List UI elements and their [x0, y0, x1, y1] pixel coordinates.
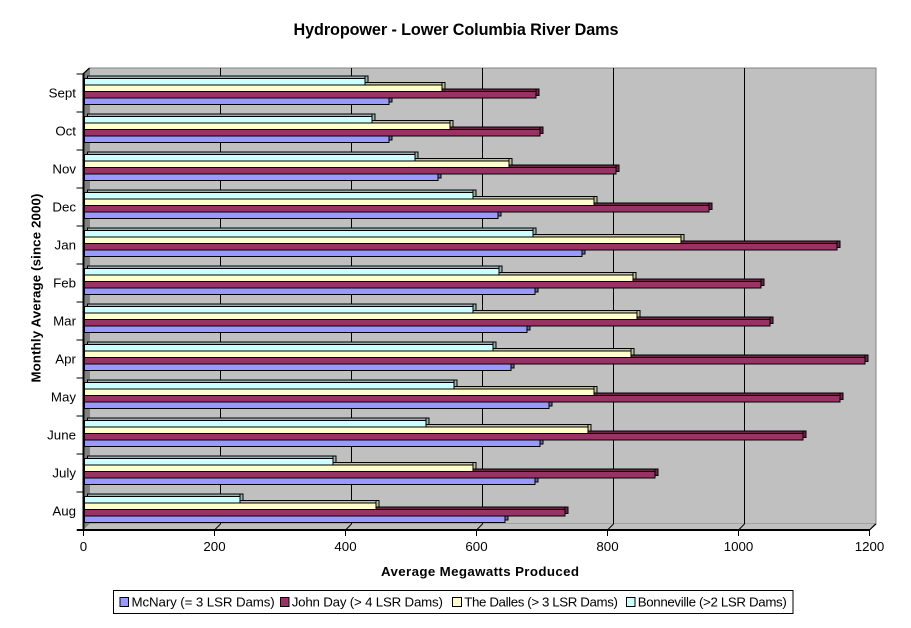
svg-text:600: 600 — [465, 539, 487, 554]
svg-text:Feb: Feb — [53, 276, 76, 291]
svg-text:Average Megawatts Produced: Average Megawatts Produced — [381, 564, 579, 579]
svg-text:McNary (= 3 LSR Dams): McNary (= 3 LSR Dams) — [132, 595, 275, 610]
svg-text:Nov: Nov — [52, 162, 76, 177]
svg-text:Monthly Average (since 2000): Monthly Average (since 2000) — [28, 194, 43, 383]
svg-text:John Day (> 4 LSR Dams): John Day (> 4 LSR Dams) — [292, 595, 443, 610]
svg-text:800: 800 — [596, 539, 618, 554]
svg-text:Dec: Dec — [52, 200, 76, 215]
svg-text:Jan: Jan — [55, 238, 76, 253]
svg-text:The Dalles (> 3 LSR Dams): The Dalles (> 3 LSR Dams) — [464, 595, 618, 610]
svg-text:Bonneville (>2 LSR Dams): Bonneville (>2 LSR Dams) — [638, 595, 787, 610]
svg-text:1200: 1200 — [855, 539, 885, 554]
svg-text:200: 200 — [203, 539, 225, 554]
svg-text:Sept: Sept — [49, 86, 77, 101]
svg-text:July: July — [52, 466, 76, 481]
svg-text:Mar: Mar — [53, 314, 76, 329]
svg-text:May: May — [51, 390, 76, 405]
svg-text:1000: 1000 — [724, 539, 754, 554]
svg-text:Aug: Aug — [52, 504, 76, 519]
svg-text:June: June — [47, 428, 76, 443]
svg-text:400: 400 — [334, 539, 356, 554]
svg-text:Apr: Apr — [55, 352, 76, 367]
svg-text:0: 0 — [80, 539, 87, 554]
svg-text:Oct: Oct — [55, 124, 76, 139]
svg-text:Hydropower - Lower Columbia Ri: Hydropower - Lower Columbia River Dams — [294, 21, 619, 39]
